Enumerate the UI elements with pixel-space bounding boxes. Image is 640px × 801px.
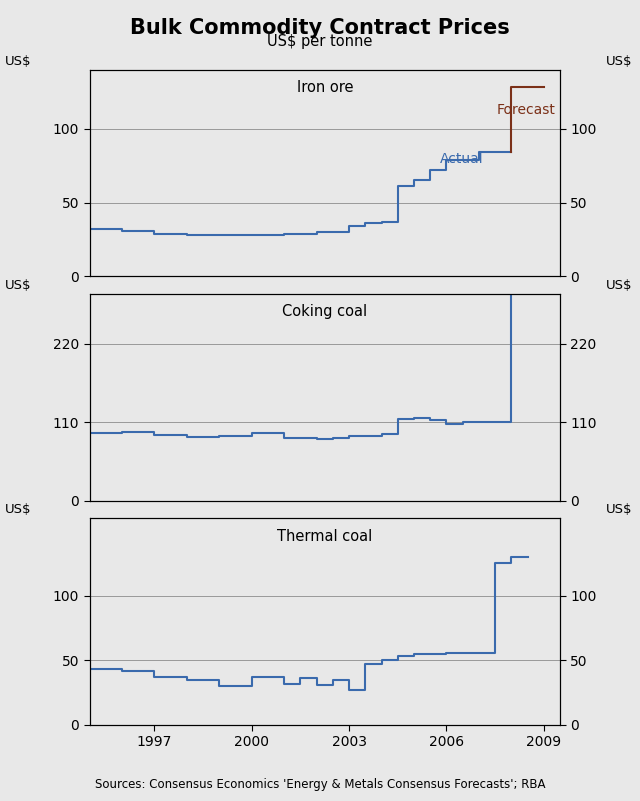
Text: US$: US$ <box>605 503 632 516</box>
Text: Sources: Consensus Economics 'Energy & Metals Consensus Forecasts'; RBA: Sources: Consensus Economics 'Energy & M… <box>95 778 545 791</box>
Text: Actual: Actual <box>440 151 484 166</box>
Text: Forecast: Forecast <box>497 103 556 117</box>
Text: US$: US$ <box>4 54 31 67</box>
Text: US$ per tonne: US$ per tonne <box>268 34 372 50</box>
Text: Thermal coal: Thermal coal <box>277 529 372 544</box>
Text: Coking coal: Coking coal <box>282 304 367 320</box>
Text: US$: US$ <box>4 503 31 516</box>
Text: US$: US$ <box>605 279 632 292</box>
Text: US$: US$ <box>4 279 31 292</box>
Text: US$: US$ <box>605 54 632 67</box>
Text: Iron ore: Iron ore <box>296 80 353 95</box>
Text: Bulk Commodity Contract Prices: Bulk Commodity Contract Prices <box>130 18 510 38</box>
